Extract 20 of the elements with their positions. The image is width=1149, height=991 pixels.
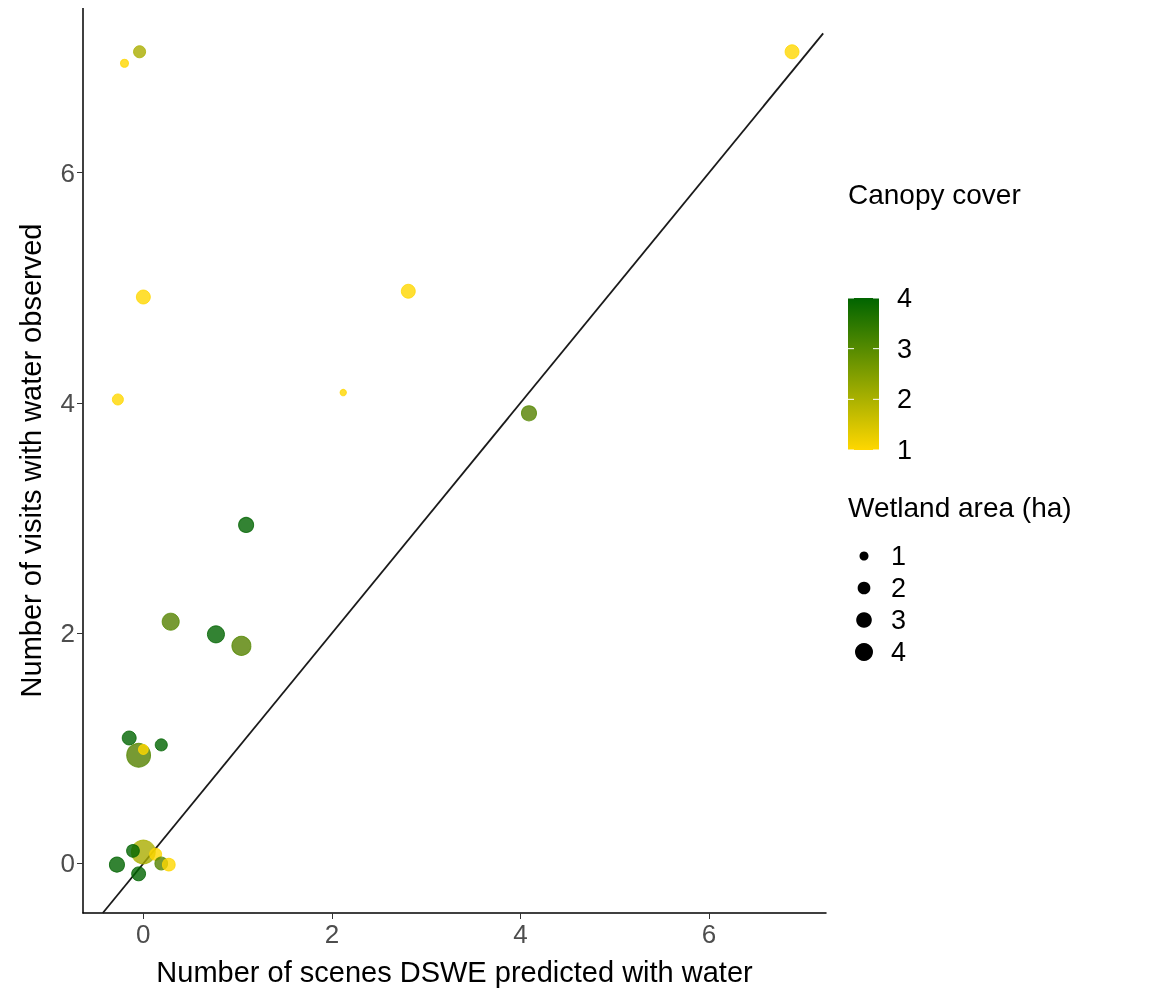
y-tick-label: 6 [60, 157, 75, 188]
legend-label: 2 [891, 573, 907, 603]
x-tick-label: 2 [324, 919, 340, 949]
color-bar-label: 4 [897, 283, 913, 313]
legend-title: Wetland area (ha) [848, 491, 1072, 523]
x-tick-label: 6 [701, 919, 717, 949]
x-tick-label: 4 [513, 919, 528, 949]
color-bar-title: Canopy cover [848, 178, 1021, 210]
y-tick-label: 2 [60, 618, 75, 649]
legend-label: 4 [891, 637, 907, 667]
legend-label: 1 [891, 541, 907, 571]
y-axis-title: Number of visits with water observed [14, 223, 47, 698]
color-bar-label: 3 [897, 333, 913, 364]
color-bar-label: 2 [897, 384, 913, 415]
legend-label: 3 [891, 605, 907, 635]
x-tick-label: 0 [136, 919, 151, 949]
x-axis-title: Number of scenes DSWE predicted with water [156, 955, 754, 988]
color-bar-label: 1 [897, 435, 913, 465]
y-tick-label: 0 [60, 848, 75, 879]
y-tick-label: 4 [60, 387, 75, 418]
